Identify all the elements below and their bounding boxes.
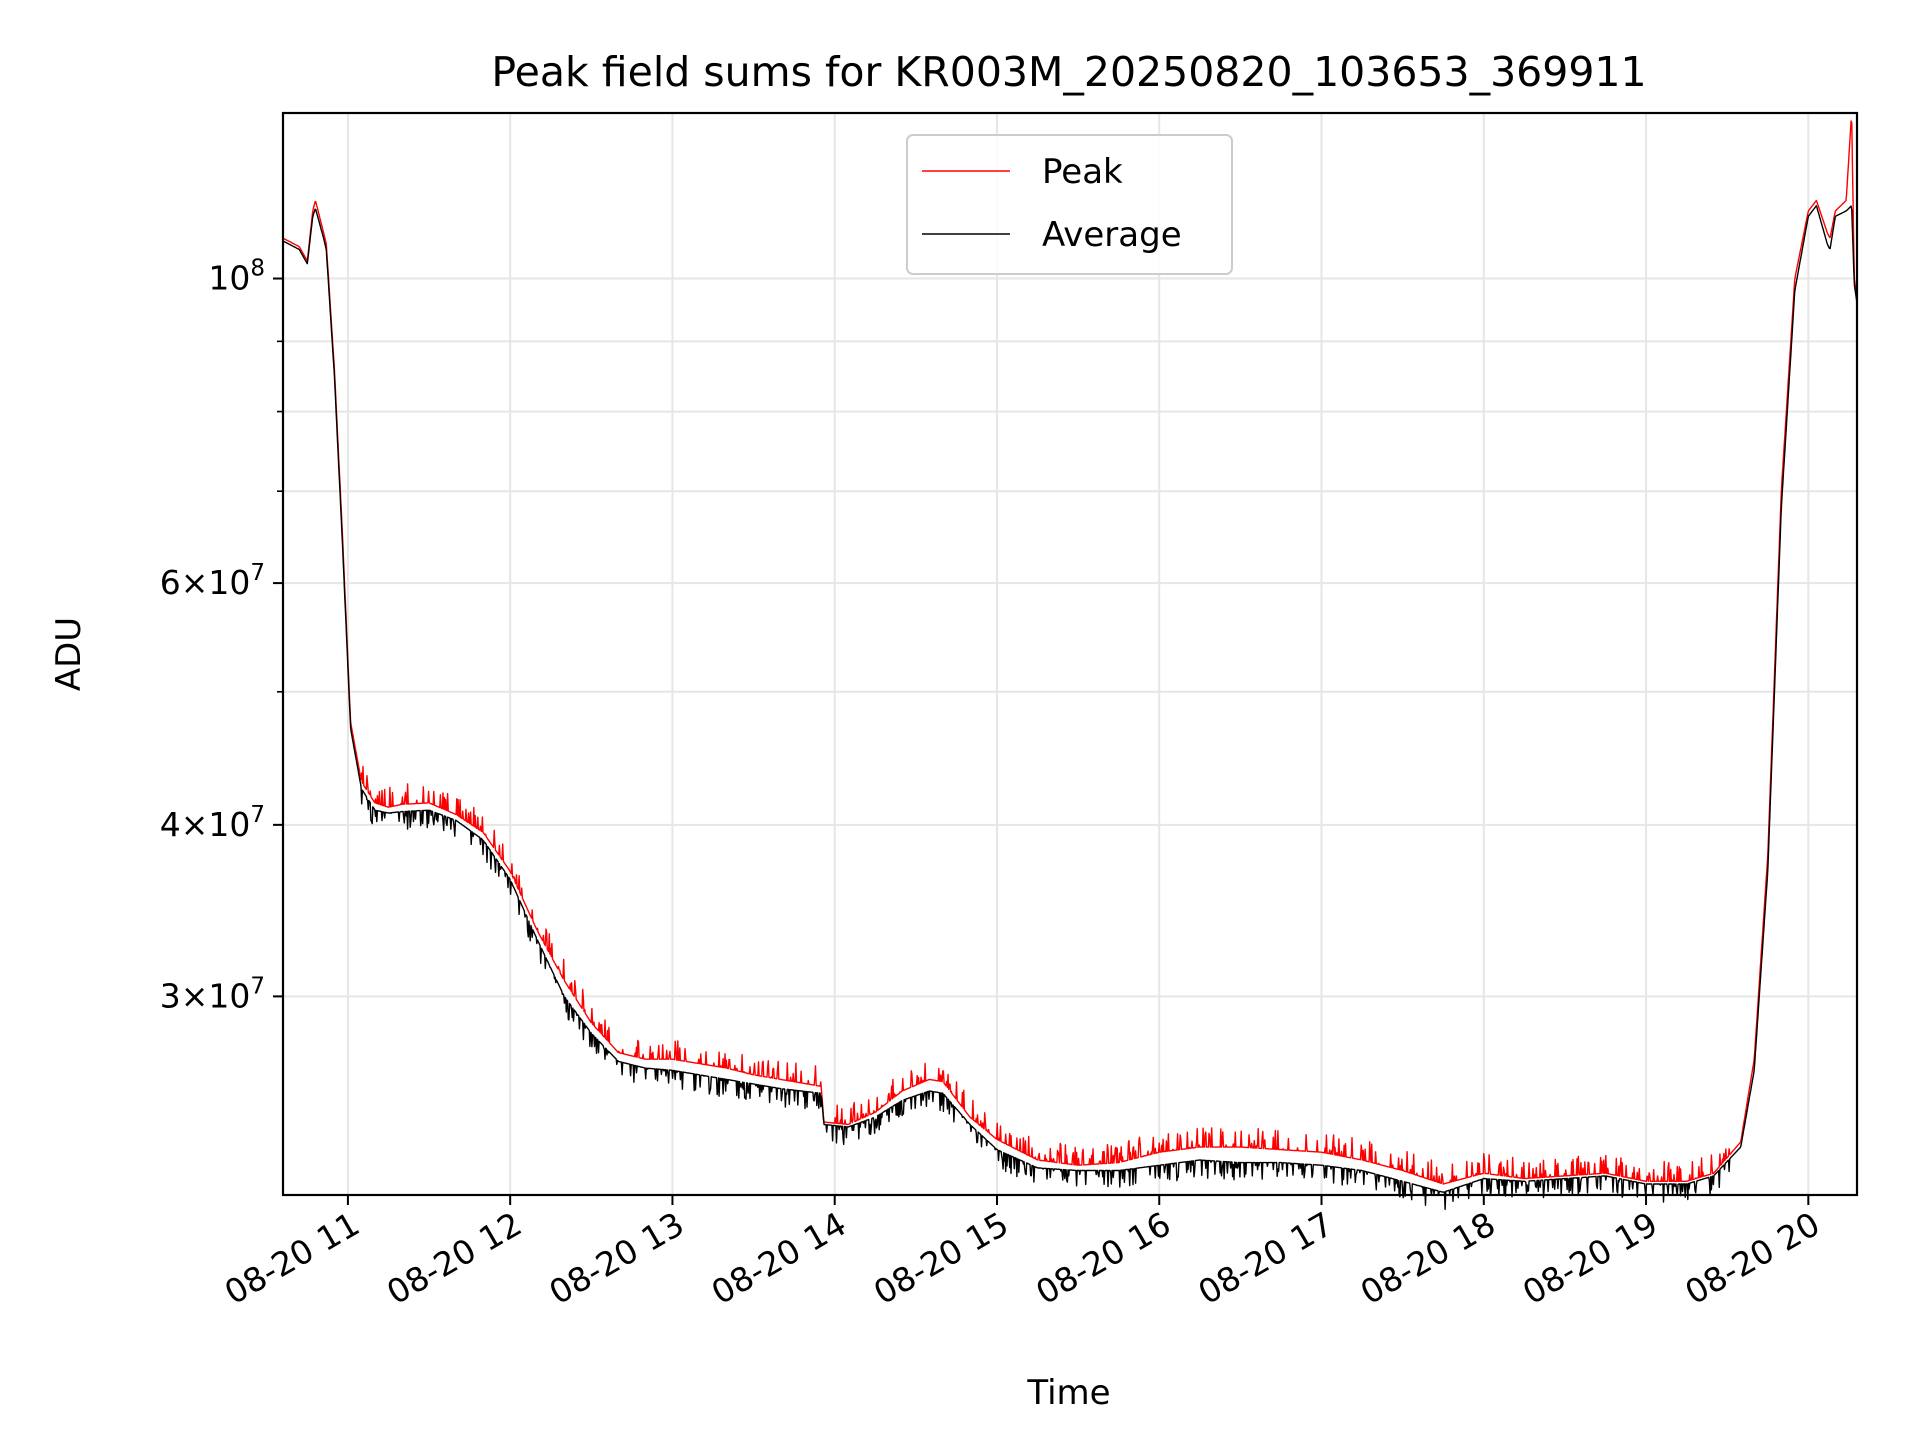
y-tick-exponent: 8 [250,256,265,282]
y-tick-label: 3×107 [160,973,265,1015]
x-axis-label: Time [1026,1373,1110,1413]
legend-average-label: Average [1042,215,1182,255]
y-tick-label: 4×107 [160,802,265,844]
peak-series-line [282,120,1858,1185]
y-tick-mantissa: 6 [160,563,181,602]
legend-box [906,134,1233,275]
y-axis-label: ADU [49,617,89,691]
y-tick-label: 108 [208,256,265,298]
grid-lines [283,113,1857,1195]
plot-frame [281,111,1859,1197]
y-tick-times: ×10 [181,563,251,602]
y-tick-base: 10 [208,259,250,298]
plot-series [282,120,1858,1211]
y-tick-label: 6×107 [160,560,265,602]
legend: Peak Average [906,134,1233,275]
y-tick-exponent: 7 [250,973,265,999]
legend-peak-label: Peak [1042,152,1123,192]
y-tick-times: ×10 [181,805,251,844]
chart-title: Peak field sums for KR003M_20250820_1036… [491,48,1646,96]
average-series-line [282,205,1858,1211]
y-tick-mantissa: 3 [160,976,181,1015]
y-tick-mantissa: 4 [160,805,181,844]
y-tick-exponent: 7 [250,802,265,828]
y-tick-times: ×10 [181,976,251,1015]
y-tick-exponent: 7 [250,560,265,586]
